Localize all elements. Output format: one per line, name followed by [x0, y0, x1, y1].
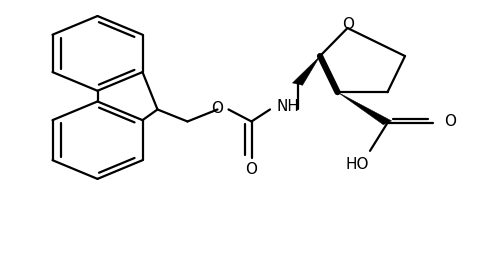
Text: O: O	[246, 162, 258, 177]
Text: NH: NH	[276, 99, 299, 114]
Text: O: O	[444, 114, 456, 129]
Polygon shape	[292, 56, 320, 85]
Polygon shape	[338, 92, 392, 125]
Text: O: O	[342, 17, 354, 32]
Text: HO: HO	[346, 157, 369, 172]
Text: O: O	[212, 101, 224, 116]
